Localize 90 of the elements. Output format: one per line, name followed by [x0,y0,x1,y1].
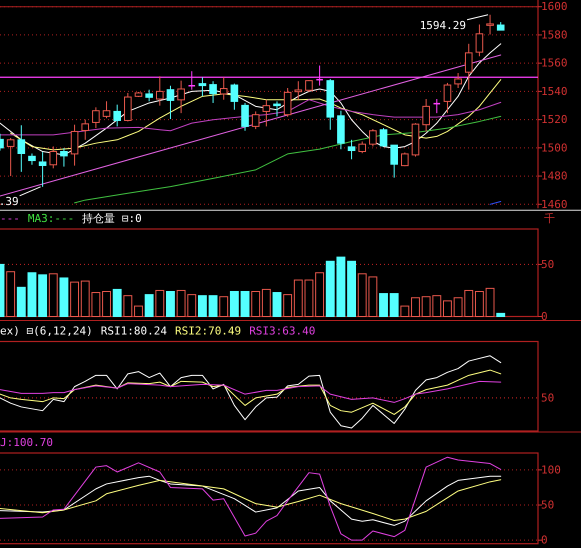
candlestick [390,144,398,178]
bar [80,280,90,317]
y-tick-label: 50 [541,258,554,271]
y-tick-label: 1500 [541,141,568,154]
y-tick-label: 1540 [541,84,568,98]
candlestick [464,43,473,90]
candlestick [92,106,100,129]
candlestick [28,152,36,166]
candlestick [177,80,185,114]
y-tick-label: 1580 [541,28,568,42]
annotation: 1594.29 [420,18,466,32]
candlestick [262,99,270,127]
bar [272,292,282,317]
candlestick [358,140,366,154]
legend-label: --- [0,212,20,225]
candlestick [380,128,388,147]
candlestick [81,119,90,140]
candlestick [454,72,462,88]
text: RSI1:80.24 [100,324,168,338]
bar [155,290,164,317]
bar [176,290,186,317]
candlestick [166,85,174,120]
line-series [0,456,502,541]
bar [496,312,506,317]
y-tick-label: 0 [541,534,548,547]
bar [16,286,26,317]
bar [368,276,378,317]
candlestick [422,98,430,132]
bar [251,291,260,317]
bar [59,277,68,317]
y-tick-label: 1600 [541,0,568,14]
bar [358,273,367,317]
candlestick [209,80,217,104]
candlestick [294,80,302,100]
bar [187,294,196,317]
candlestick [6,137,14,177]
candlestick [444,82,452,114]
candlestick [284,88,292,118]
bar [144,294,154,317]
bar [464,290,474,317]
candlestick [369,128,377,147]
bar [6,271,16,317]
candlestick [432,98,441,114]
candlestick [305,80,313,93]
candlestick [145,89,153,102]
y-tick-label: 1560 [541,56,568,70]
candlestick [273,100,281,117]
y-tick-label: 0 [541,310,548,323]
candlestick [241,102,249,132]
bar [219,296,228,317]
candlestick [401,152,409,167]
y-tick-label: 50 [541,498,554,512]
y-tick-label: 1480 [541,170,568,183]
candlestick [198,76,206,97]
candlestick [348,139,356,160]
candlestick [476,24,484,57]
bar [112,288,122,317]
candlestick [230,83,238,110]
line-series [74,116,502,204]
annotation: .39 [0,194,19,208]
bar [326,260,335,317]
candlestick [124,92,132,122]
candlestick [102,100,110,119]
bar [432,295,442,317]
y-tick-label: 1460 [541,198,568,211]
candlestick [70,124,78,166]
bar [283,294,292,317]
bar [70,282,80,317]
text: RSI2:70.49 [174,324,242,338]
y-tick-label: 1520 [541,113,568,126]
candlestick [60,148,68,168]
candlestick [38,152,46,188]
bar [166,291,175,317]
candlestick [18,124,26,172]
text: J:100.70 [0,436,53,449]
candlestick [220,76,228,100]
bar [48,273,58,317]
text: 持仓量 ⊟:0 [82,212,142,225]
bar [262,288,271,317]
chart-title: ex) ⊟(6,12,24) [0,324,93,338]
y-axis-title: 千 [544,212,555,225]
candlestick [156,76,164,106]
bar [294,280,303,317]
legend-label: MA3:--- [28,212,74,225]
candlestick [113,104,121,127]
text: RSI3:63.40 [249,324,316,338]
candlestick [49,146,58,169]
candlestick [252,110,260,130]
candlestick [486,14,494,36]
y-tick-label: 100 [541,463,561,476]
